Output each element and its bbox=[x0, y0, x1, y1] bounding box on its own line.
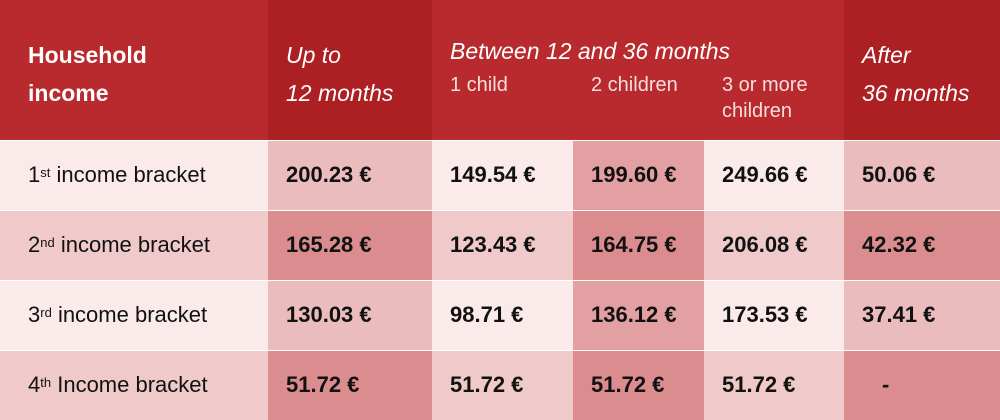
cell-one-child: 123.43 € bbox=[432, 210, 573, 280]
cell-two-children: 136.12 € bbox=[573, 280, 704, 350]
subheader-three-more-line1: 3 or more bbox=[722, 74, 808, 96]
row-divider bbox=[0, 140, 1000, 141]
cell-after-36: 50.06 € bbox=[844, 140, 1000, 210]
header-up-to-line2: 12 months bbox=[286, 80, 394, 106]
row-divider bbox=[0, 350, 1000, 351]
subheader-one-child: 1 child bbox=[450, 74, 508, 96]
cell-up-to-12: 130.03 € bbox=[268, 280, 432, 350]
cell-up-to-12: 165.28 € bbox=[268, 210, 432, 280]
row-divider bbox=[0, 210, 1000, 211]
header-between-title: Between 12 and 36 months bbox=[450, 38, 731, 64]
cell-one-child: 98.71 € bbox=[432, 280, 573, 350]
cell-three-or-more: 206.08 € bbox=[704, 210, 844, 280]
header-up-to-line1: Up to bbox=[286, 42, 341, 68]
cell-three-or-more: 249.66 € bbox=[704, 140, 844, 210]
cell-one-child: 149.54 € bbox=[432, 140, 573, 210]
header-up-to-12-months: Up to 12 months bbox=[268, 0, 432, 140]
subheader-three-or-more: 3 or more children bbox=[704, 58, 844, 124]
header-household-income-line2: income bbox=[28, 80, 109, 106]
header-between-12-36: Between 12 and 36 months 1 child 2 child… bbox=[432, 0, 844, 140]
cell-after-36: 42.32 € bbox=[844, 210, 1000, 280]
header-household-income-line1: Household bbox=[28, 42, 147, 68]
row-divider bbox=[0, 280, 1000, 281]
cell-after-36: - bbox=[844, 350, 1000, 420]
cell-two-children: 164.75 € bbox=[573, 210, 704, 280]
header-after-36-months: After 36 months bbox=[844, 0, 1000, 140]
subheader-three-more-line2: children bbox=[722, 100, 793, 122]
cell-after-36: 37.41 € bbox=[844, 280, 1000, 350]
header-after-line2: 36 months bbox=[862, 80, 970, 106]
cell-up-to-12: 200.23 € bbox=[268, 140, 432, 210]
cell-two-children: 51.72 € bbox=[573, 350, 704, 420]
header-household-income: Household income bbox=[0, 0, 268, 140]
cell-one-child: 51.72 € bbox=[432, 350, 573, 420]
cell-up-to-12: 51.72 € bbox=[268, 350, 432, 420]
cell-three-or-more: 51.72 € bbox=[704, 350, 844, 420]
subheader-two-children: 2 children bbox=[591, 74, 678, 96]
cell-three-or-more: 173.53 € bbox=[704, 280, 844, 350]
header-after-line1: After bbox=[862, 42, 911, 68]
cell-two-children: 199.60 € bbox=[573, 140, 704, 210]
